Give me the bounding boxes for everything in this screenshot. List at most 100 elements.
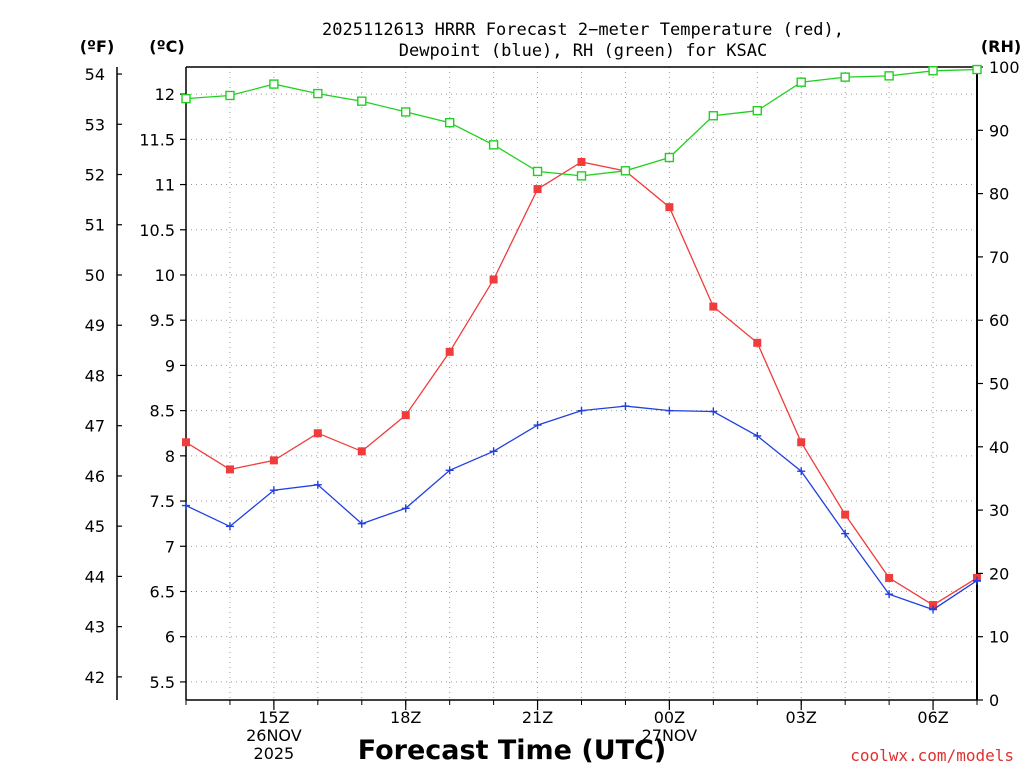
x-tick-label: 03Z [786,708,817,727]
rh-point [664,152,675,163]
temperature-point [489,275,498,284]
temperature-point [269,456,278,465]
fahrenheit-tick-label: 44 [85,567,105,586]
dewpoint-point [357,519,366,528]
rh-tick-label: 90 [989,121,1009,140]
rh-point [576,171,587,181]
rh-tick-label: 0 [989,691,999,710]
celsius-tick-label: 7.5 [150,492,175,511]
fahrenheit-tick-label: 49 [85,316,105,335]
dewpoint-point [753,431,762,440]
rh-point [401,107,411,117]
x-tick-label: 15Z [258,708,289,727]
rh-tick-label: 100 [989,58,1020,77]
celsius-tick-label: 11 [155,176,175,195]
temperature-point [753,338,762,347]
temperature-point [401,411,410,420]
x-tick-label: 2025 [254,744,295,763]
rh-point [796,77,806,87]
temperature-point [357,447,366,456]
chart-title-line2: Dewpoint (blue), RH (green) for KSAC [399,41,767,61]
celsius-tick-label: 8 [165,447,175,466]
dewpoint-point [797,467,806,476]
x-tick-label: 27NOV [642,726,698,745]
fahrenheit-tick-label: 43 [85,618,105,637]
rh-tick-label: 50 [989,375,1009,394]
celsius-tick-label: 7 [165,537,175,556]
celsius-tick-label: 9 [165,356,175,375]
fahrenheit-unit-label: (ºF) [80,37,115,56]
rh-point [532,166,543,177]
dewpoint-point [533,421,542,430]
rh-tick-label: 60 [989,311,1009,330]
rh-point [928,66,938,76]
fahrenheit-tick-label: 47 [85,417,105,436]
x-tick-label: 21Z [522,708,553,727]
fahrenheit-tick-label: 51 [85,216,105,235]
rh-point [269,79,279,89]
temperature-point [929,601,938,610]
celsius-tick-label: 9.5 [150,311,175,330]
fahrenheit-tick-label: 46 [85,467,105,486]
celsius-tick-label: 10 [155,266,175,285]
celsius-unit-label: (ºC) [149,37,184,56]
celsius-tick-label: 8.5 [150,402,175,421]
temperature-series-line [185,161,978,606]
rh-unit-label: (RH) [981,37,1021,56]
temperature-point [709,302,718,311]
temperature-point [445,347,454,356]
celsius-tick-label: 6 [165,628,175,647]
temperature-point [665,203,674,212]
dewpoint-point [709,407,718,416]
dewpoint-point [577,406,586,415]
x-tick-label: 18Z [390,708,421,727]
x-tick-label: 26NOV [246,726,302,745]
rh-point [884,71,894,81]
rh-point [620,166,631,176]
celsius-tick-label: 11.5 [139,130,175,149]
temperature-point [533,185,542,194]
temperature-point [182,438,190,447]
rh-tick-label: 40 [989,438,1009,457]
temperature-point [797,438,806,447]
rh-point [708,111,719,121]
temperature-point [841,510,850,519]
dewpoint-point [929,605,938,614]
fahrenheit-tick-label: 48 [85,366,105,385]
rh-point [313,88,323,99]
rh-point [972,64,982,75]
temperature-point [225,465,234,474]
dewpoint-point [401,504,410,513]
x-tick-label: 00Z [654,708,685,727]
x-axis-title: Forecast Time (UTC) [358,735,666,766]
fahrenheit-tick-label: 54 [85,65,105,84]
rh-point [840,72,850,82]
rh-point [225,90,235,101]
chart-title-line1: 2025112613 HRRR Forecast 2−meter Tempera… [322,20,844,40]
fahrenheit-tick-label: 53 [85,115,105,134]
temperature-point [577,157,586,166]
dewpoint-point [313,480,322,489]
dewpoint-point [885,590,894,599]
rh-tick-label: 70 [989,248,1009,267]
dewpoint-point [182,501,190,510]
fahrenheit-tick-label: 42 [85,668,105,687]
rh-tick-label: 80 [989,185,1009,204]
dewpoint-point [841,529,850,538]
fahrenheit-tick-label: 50 [85,266,105,285]
rh-point [181,93,191,104]
rh-point [444,118,455,128]
temperature-point [885,573,894,582]
rh-point [752,105,762,116]
rh-point [357,96,367,106]
celsius-tick-label: 10.5 [139,221,175,240]
celsius-tick-label: 6.5 [150,582,175,601]
fahrenheit-tick-label: 52 [85,166,105,185]
rh-tick-label: 10 [989,628,1009,647]
fahrenheit-tick-label: 45 [85,517,105,536]
x-tick-label: 06Z [917,708,948,727]
rh-tick-label: 20 [989,564,1009,583]
dewpoint-point [225,522,234,531]
dewpoint-point [269,486,278,495]
